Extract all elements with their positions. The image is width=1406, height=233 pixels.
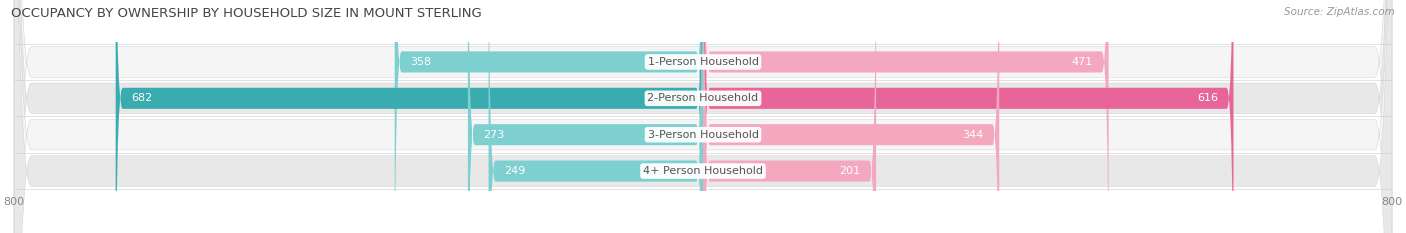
FancyBboxPatch shape xyxy=(468,0,703,233)
Text: Source: ZipAtlas.com: Source: ZipAtlas.com xyxy=(1284,7,1395,17)
FancyBboxPatch shape xyxy=(703,0,1233,233)
FancyBboxPatch shape xyxy=(14,0,1392,233)
Text: 471: 471 xyxy=(1071,57,1092,67)
Text: 4+ Person Household: 4+ Person Household xyxy=(643,166,763,176)
FancyBboxPatch shape xyxy=(14,0,1392,233)
Text: 3-Person Household: 3-Person Household xyxy=(648,130,758,140)
Text: 249: 249 xyxy=(505,166,526,176)
Text: 358: 358 xyxy=(411,57,432,67)
Text: 2-Person Household: 2-Person Household xyxy=(647,93,759,103)
Text: 1-Person Household: 1-Person Household xyxy=(648,57,758,67)
FancyBboxPatch shape xyxy=(395,0,703,233)
Text: 616: 616 xyxy=(1197,93,1218,103)
Text: OCCUPANCY BY OWNERSHIP BY HOUSEHOLD SIZE IN MOUNT STERLING: OCCUPANCY BY OWNERSHIP BY HOUSEHOLD SIZE… xyxy=(11,7,482,20)
Text: 682: 682 xyxy=(131,93,152,103)
Text: 201: 201 xyxy=(839,166,860,176)
FancyBboxPatch shape xyxy=(703,0,1000,233)
Text: 344: 344 xyxy=(963,130,984,140)
FancyBboxPatch shape xyxy=(14,0,1392,233)
FancyBboxPatch shape xyxy=(14,0,1392,233)
FancyBboxPatch shape xyxy=(703,0,876,233)
Text: 273: 273 xyxy=(484,130,505,140)
FancyBboxPatch shape xyxy=(703,0,1108,233)
FancyBboxPatch shape xyxy=(115,0,703,233)
FancyBboxPatch shape xyxy=(488,0,703,233)
